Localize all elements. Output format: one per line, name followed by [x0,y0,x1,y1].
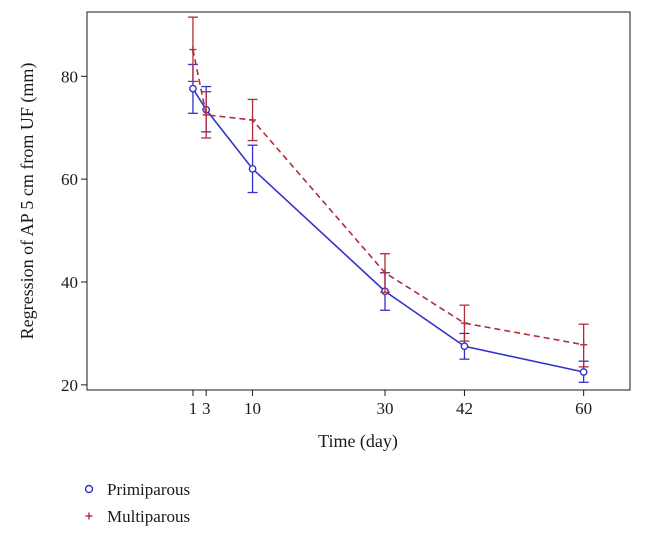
x-tick-label-1: 1 [189,399,198,418]
data-point-multiparous-1 [189,46,197,54]
data-point-primiparous-60 [579,368,588,376]
y-axis: 20 40 60 80 [61,67,87,395]
legend: Primiparous Multiparous [84,480,190,526]
legend-label-primiparous: Primiparous [107,480,190,499]
x-tick-label-30: 30 [376,399,393,418]
plot-area-frame [86,11,631,391]
y-tick-label-80: 80 [61,67,78,86]
data-point-multiparous-30 [381,269,389,277]
y-axis-title: Regression of AP 5 cm from UF (mm) [17,63,38,340]
data-point-primiparous-42 [460,342,469,351]
x-axis: 1 3 10 30 42 60 [189,390,592,418]
y-tick-label-20: 20 [61,376,78,395]
data-point-primiparous-1 [189,84,197,93]
x-tick-label-42: 42 [456,399,473,418]
data-point-primiparous-10 [248,164,257,173]
x-tick-label-10: 10 [244,399,261,418]
series-line-multiparous [192,49,584,346]
x-tick-label-60: 60 [575,399,592,418]
legend-item-primiparous: Primiparous [84,480,190,499]
data-point-multiparous-42 [460,319,468,327]
x-tick-label-3: 3 [202,399,211,418]
data-point-multiparous-10 [249,116,257,124]
series-multiparous [187,16,589,368]
legend-marker-primiparous [84,484,94,494]
data-point-multiparous-3 [202,111,210,119]
data-point-multiparous-60 [580,341,588,349]
series-layer [187,16,589,383]
legend-label-multiparous: Multiparous [107,507,190,526]
y-tick-label-40: 40 [61,273,78,292]
y-tick-label-60: 60 [61,170,78,189]
x-axis-title: Time (day) [318,431,398,452]
legend-marker-multiparous [85,512,93,520]
legend-item-multiparous: Multiparous [85,507,190,526]
series-line-primiparous [192,88,584,373]
